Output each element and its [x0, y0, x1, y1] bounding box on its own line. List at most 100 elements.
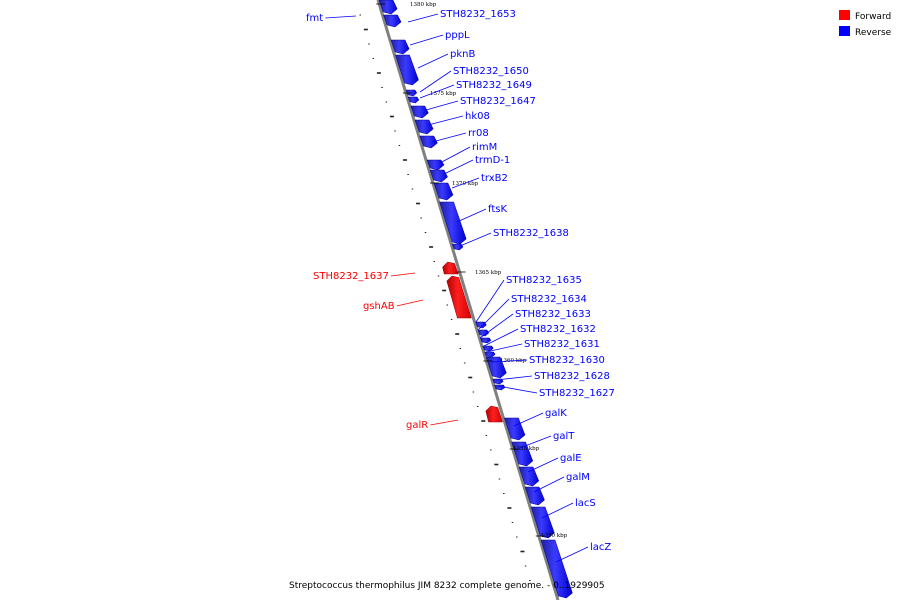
gene-label-sth8232_1634[interactable]: STH8232_1634 — [511, 294, 587, 305]
gene-feature-sth8232_1635[interactable] — [475, 321, 487, 329]
gene-label-sth8232_1633[interactable]: STH8232_1633 — [515, 309, 591, 320]
leader-line-pppl — [409, 34, 444, 46]
leader-line-sth8232_1635 — [475, 279, 505, 323]
kbp-label: 1370 kbp — [452, 181, 479, 187]
gene-feature-sth8232_1634[interactable] — [477, 329, 490, 337]
gene-feature-gale[interactable] — [518, 466, 540, 487]
leader-line-sth8232_1649 — [419, 84, 455, 99]
gene-label-sth8232_1632[interactable]: STH8232_1632 — [520, 324, 596, 335]
leader-line-sth8232_1638 — [459, 232, 492, 247]
gene-label-sth8232_1649[interactable]: STH8232_1649 — [456, 80, 532, 91]
gene-feature-trxb2[interactable] — [433, 182, 454, 201]
gene-label-sth8232_1650[interactable]: STH8232_1650 — [453, 66, 529, 77]
gene-feature-fmt[interactable] — [378, 0, 398, 15]
kbp-label: 1365 kbp — [475, 270, 502, 276]
gene-feature-pppl[interactable] — [390, 39, 410, 55]
gene-feature-galr[interactable] — [485, 405, 503, 423]
legend-label-reverse: Reverse — [855, 28, 892, 38]
gene-label-sth8232_1637[interactable]: STH8232_1637 — [313, 271, 389, 282]
gene-label-trmd-1[interactable]: trmD-1 — [475, 155, 510, 166]
gene-label-sth8232_1630[interactable]: STH8232_1630 — [529, 355, 605, 366]
gene-feature-hk08[interactable] — [414, 119, 434, 135]
leader-line-trmd-1 — [443, 159, 474, 175]
gene-label-lacs[interactable]: lacS — [575, 498, 596, 509]
leader-line-sth8232_1637 — [390, 272, 416, 277]
leader-line-sth8232_1633 — [479, 313, 514, 339]
leader-line-rr08 — [431, 132, 467, 143]
gene-features-right — [378, 0, 573, 599]
gene-label-pknb[interactable]: pknB — [450, 49, 475, 60]
legend-swatch-forward — [839, 10, 850, 20]
legend: Forward Reverse — [839, 10, 892, 38]
gene-feature-sth8232_1628[interactable] — [492, 378, 504, 385]
gene-feature-ftsk[interactable] — [439, 201, 467, 245]
leader-line-sth8232_1630 — [491, 359, 528, 363]
gene-feature-trmd-1[interactable] — [429, 169, 448, 183]
legend-swatch-reverse — [839, 26, 850, 36]
leader-line-sth8232_1631 — [485, 343, 523, 353]
gene-label-galk[interactable]: galK — [545, 408, 567, 419]
gene-label-sth8232_1647[interactable]: STH8232_1647 — [460, 96, 536, 107]
leader-line-sth8232_1634 — [477, 298, 510, 331]
gene-label-hk08[interactable]: hk08 — [465, 111, 490, 122]
leader-line-sth8232_1628 — [495, 375, 533, 381]
legend-item-forward[interactable]: Forward — [839, 10, 891, 22]
gene-label-sth8232_1627[interactable]: STH8232_1627 — [539, 388, 615, 399]
gene-label-ftsk[interactable]: ftsK — [488, 204, 507, 215]
gene-feature-sth8232_1653[interactable] — [383, 14, 402, 28]
leader-line-trxb2 — [451, 177, 480, 189]
gene-labels: fmt STH8232_1653 pppL pknB STH8232_1650 STH82… — [306, 9, 615, 553]
gene-feature-sth8232_1632[interactable] — [482, 345, 494, 352]
gene-label-rimm[interactable]: rimM — [472, 142, 497, 153]
gene-feature-lacz[interactable] — [540, 539, 573, 599]
gene-feature-rr08[interactable] — [419, 135, 438, 149]
leader-line-galm — [533, 476, 565, 493]
gene-label-pppl[interactable]: pppL — [445, 30, 470, 41]
gene-feature-pknb[interactable] — [395, 54, 419, 86]
gene-label-trxb2[interactable]: trxB2 — [481, 173, 508, 184]
gene-label-sth8232_1638[interactable]: STH8232_1638 — [493, 228, 569, 239]
leader-line-galt — [519, 435, 552, 449]
gene-feature-rimm[interactable] — [426, 159, 445, 171]
legend-item-reverse[interactable]: Reverse — [839, 26, 892, 38]
gene-feature-sth8232_1633[interactable] — [480, 337, 492, 344]
gene-label-galm[interactable]: galM — [566, 472, 590, 483]
leader-line-ftsk — [456, 208, 487, 223]
leader-line-galr — [430, 419, 459, 426]
leader-line-gshab — [396, 299, 424, 307]
gene-features-left — [442, 261, 503, 423]
gene-label-galr[interactable]: galR — [406, 420, 428, 431]
gene-label-gale[interactable]: galE — [560, 453, 582, 464]
kbp-label: 1380 kbp — [410, 2, 437, 8]
gene-feature-sth8232_1647[interactable] — [410, 105, 429, 119]
gene-feature-sth8232_1630[interactable] — [485, 356, 507, 379]
gene-feature-sth8232_1649[interactable] — [407, 96, 420, 104]
gene-feature-galm[interactable] — [524, 486, 545, 506]
gene-label-sth8232_1631[interactable]: STH8232_1631 — [524, 339, 600, 350]
leader-line-lacs — [541, 502, 574, 519]
gene-label-fmt[interactable]: fmt — [306, 13, 323, 24]
gene-label-galt[interactable]: galT — [553, 431, 575, 442]
background-ticks — [359, 14, 531, 581]
leader-line-galk — [513, 412, 544, 427]
gene-feature-lacs[interactable] — [530, 506, 555, 539]
gene-feature-sth8232_1627[interactable] — [494, 384, 506, 391]
gene-label-rr08[interactable]: rr08 — [468, 128, 489, 139]
kbp-label: 1350 kbp — [541, 533, 568, 539]
leader-line-sth8232_1650 — [419, 70, 452, 93]
gene-label-sth8232_1653[interactable]: STH8232_1653 — [440, 9, 516, 20]
gene-feature-galt[interactable] — [511, 441, 534, 467]
legend-label-forward: Forward — [855, 12, 891, 22]
gene-label-lacz[interactable]: lacZ — [590, 542, 611, 553]
leader-line-hk08 — [427, 115, 464, 126]
leader-line-pknb — [417, 53, 449, 69]
gene-feature-gshab[interactable] — [446, 275, 472, 319]
gene-feature-sth8232_1631[interactable] — [484, 351, 496, 358]
gene-label-sth8232_1628[interactable]: STH8232_1628 — [534, 371, 610, 382]
gene-feature-sth8232_1637[interactable] — [442, 261, 459, 275]
genome-caption: Streptococcus thermophilus JIM 8232 comp… — [289, 581, 605, 591]
gene-label-gshab[interactable]: gshAB — [363, 301, 395, 312]
kbp-label: 1375 kbp — [430, 91, 457, 97]
gene-label-sth8232_1635[interactable]: STH8232_1635 — [506, 275, 582, 286]
